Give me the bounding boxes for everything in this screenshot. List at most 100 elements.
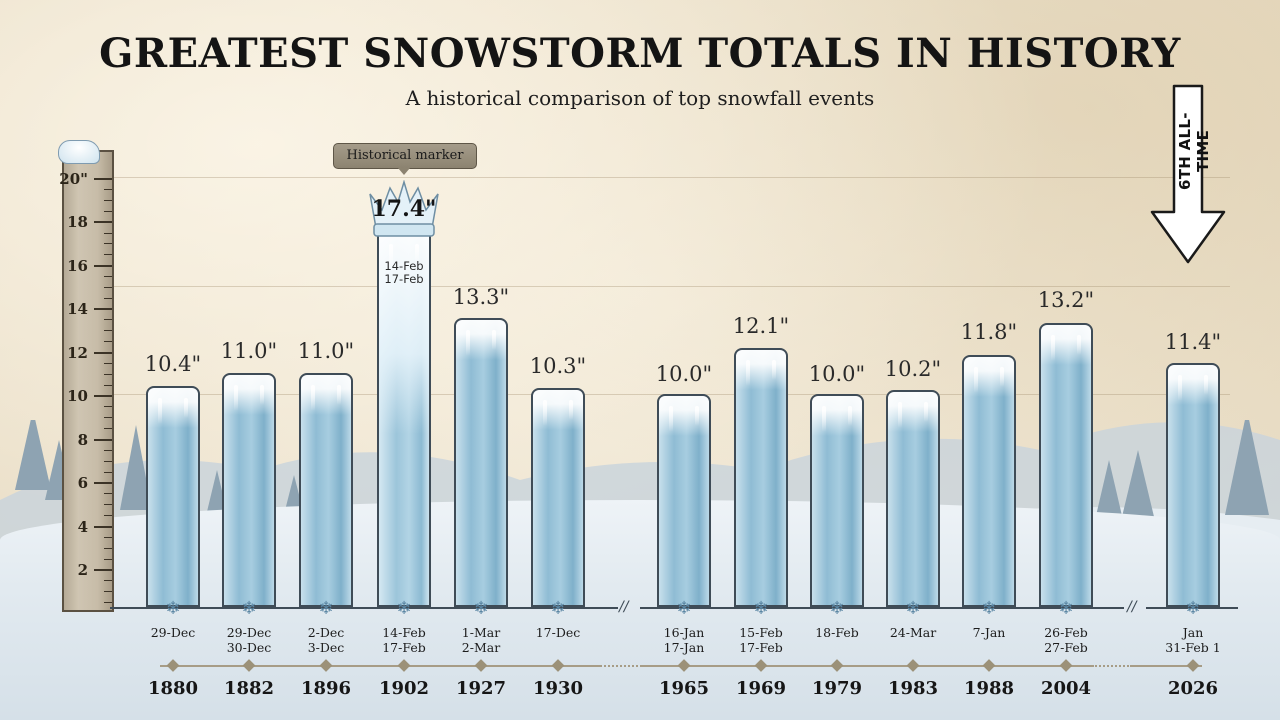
snowflake-icon: ❄ [753, 598, 769, 619]
year-label: 2004 [1040, 678, 1092, 699]
minor-tick [104, 211, 112, 212]
timeline-gap-dots [1092, 665, 1132, 667]
bar-1896[interactable] [299, 373, 353, 607]
snowflake-icon: ❄ [473, 598, 489, 619]
minor-tick [104, 319, 112, 320]
bar-1988[interactable] [962, 355, 1016, 607]
minor-tick [104, 189, 112, 190]
bar-1969[interactable] [734, 348, 788, 607]
axis-break-mark: // [1127, 599, 1137, 615]
minor-tick [104, 493, 112, 494]
date-label: 15-Feb 17-Feb [739, 625, 783, 655]
tick-mark [94, 569, 112, 571]
minor-tick [104, 515, 112, 516]
x-axis-baseline [110, 607, 618, 609]
x-axis-baseline [1146, 607, 1238, 609]
sixth-all-time-label: 6TH ALL-TIME [1176, 112, 1212, 190]
date-label: 7-Jan [972, 625, 1006, 640]
snowflake-icon: ❄ [829, 598, 845, 619]
snowflake-icon: ❄ [981, 598, 997, 619]
tick-label: 16 [67, 257, 88, 275]
minor-tick [104, 254, 112, 255]
date-label: Jan 31-Feb 1 [1165, 625, 1221, 655]
snowflake-icon: ❄ [396, 598, 412, 619]
chart-title: GREATEST SNOWSTORM TOTALS IN HISTORY [99, 30, 1181, 77]
date-label: 14-Feb 17-Feb [382, 625, 426, 655]
x-axis-baseline [640, 607, 1124, 609]
bar-1882[interactable] [222, 373, 276, 607]
down-arrow-icon [1150, 84, 1226, 264]
chart-subtitle: A historical comparison of top snowfall … [405, 86, 875, 110]
timeline-line [642, 665, 1092, 667]
minor-tick [104, 406, 112, 407]
bar-1927[interactable] [454, 318, 508, 607]
bar-value-label: 10.2" [884, 357, 942, 381]
ice-crown-icon [369, 180, 439, 237]
year-label: 1882 [223, 678, 275, 699]
record-value-label: 17.4" [371, 196, 437, 222]
snowflake-icon: ❄ [1058, 598, 1074, 619]
minor-tick [104, 548, 112, 549]
minor-tick [104, 472, 112, 473]
tick-label: 20" [59, 170, 88, 188]
bar-1979[interactable] [810, 394, 864, 607]
bar-value-label: 11.0" [220, 339, 278, 363]
minor-tick [104, 374, 112, 375]
year-label: 2026 [1167, 678, 1219, 699]
date-label: 17-Dec [535, 625, 581, 640]
snowflake-icon: ❄ [550, 598, 566, 619]
minor-tick [104, 602, 112, 603]
snowflake-icon: ❄ [241, 598, 257, 619]
tick-mark [94, 395, 112, 397]
year-label: 1896 [300, 678, 352, 699]
year-label: 1880 [147, 678, 199, 699]
snowflake-icon: ❄ [318, 598, 334, 619]
gridline-20 [110, 177, 1230, 178]
minor-tick [104, 385, 112, 386]
minor-tick [104, 341, 112, 342]
bar-1902-record[interactable] [377, 232, 431, 607]
tick-mark [94, 526, 112, 528]
minor-tick [104, 276, 112, 277]
minor-tick [104, 537, 112, 538]
bar-1965[interactable] [657, 394, 711, 607]
tick-mark [94, 482, 112, 484]
timeline-gap-dots [600, 665, 642, 667]
minor-tick [104, 580, 112, 581]
ruler-snow-cap [58, 140, 100, 164]
date-label: 1-Mar 2-Mar [461, 625, 501, 655]
tick-mark [94, 178, 112, 180]
bar-1930[interactable] [531, 388, 585, 607]
bar-1983[interactable] [886, 390, 940, 607]
gridline-15 [110, 286, 1230, 287]
tick-label: 6 [77, 474, 88, 492]
bar-value-label: 10.4" [144, 352, 202, 376]
historical-marker-tag: Historical marker [333, 143, 477, 175]
axis-break-mark: // [619, 599, 629, 615]
tick-label: 2 [77, 561, 88, 579]
snowflake-icon: ❄ [676, 598, 692, 619]
record-inner-dates: 14-Feb 17-Feb [384, 259, 424, 286]
ruler-y-axis: 20" 18 16 14 12 10 8 6 4 2 [59, 150, 114, 612]
bar-value-label: 11.0" [297, 339, 355, 363]
year-label: 1965 [658, 678, 710, 699]
snowflake-icon: ❄ [165, 598, 181, 619]
year-label: 1902 [378, 678, 430, 699]
minor-tick [104, 559, 112, 560]
bar-1880[interactable] [146, 386, 200, 607]
bar-2004[interactable] [1039, 323, 1093, 607]
year-label: 1983 [887, 678, 939, 699]
bar-value-label: 10.3" [529, 354, 587, 378]
bar-2026[interactable] [1166, 363, 1220, 607]
tick-mark [94, 221, 112, 223]
minor-tick [104, 417, 112, 418]
tick-label: 14 [67, 300, 88, 318]
tick-mark [94, 352, 112, 354]
bar-value-label: 10.0" [655, 362, 713, 386]
minor-tick [104, 461, 112, 462]
minor-tick [104, 287, 112, 288]
year-label: 1969 [735, 678, 787, 699]
year-label: 1930 [532, 678, 584, 699]
tick-label: 8 [77, 431, 88, 449]
minor-tick [104, 591, 112, 592]
